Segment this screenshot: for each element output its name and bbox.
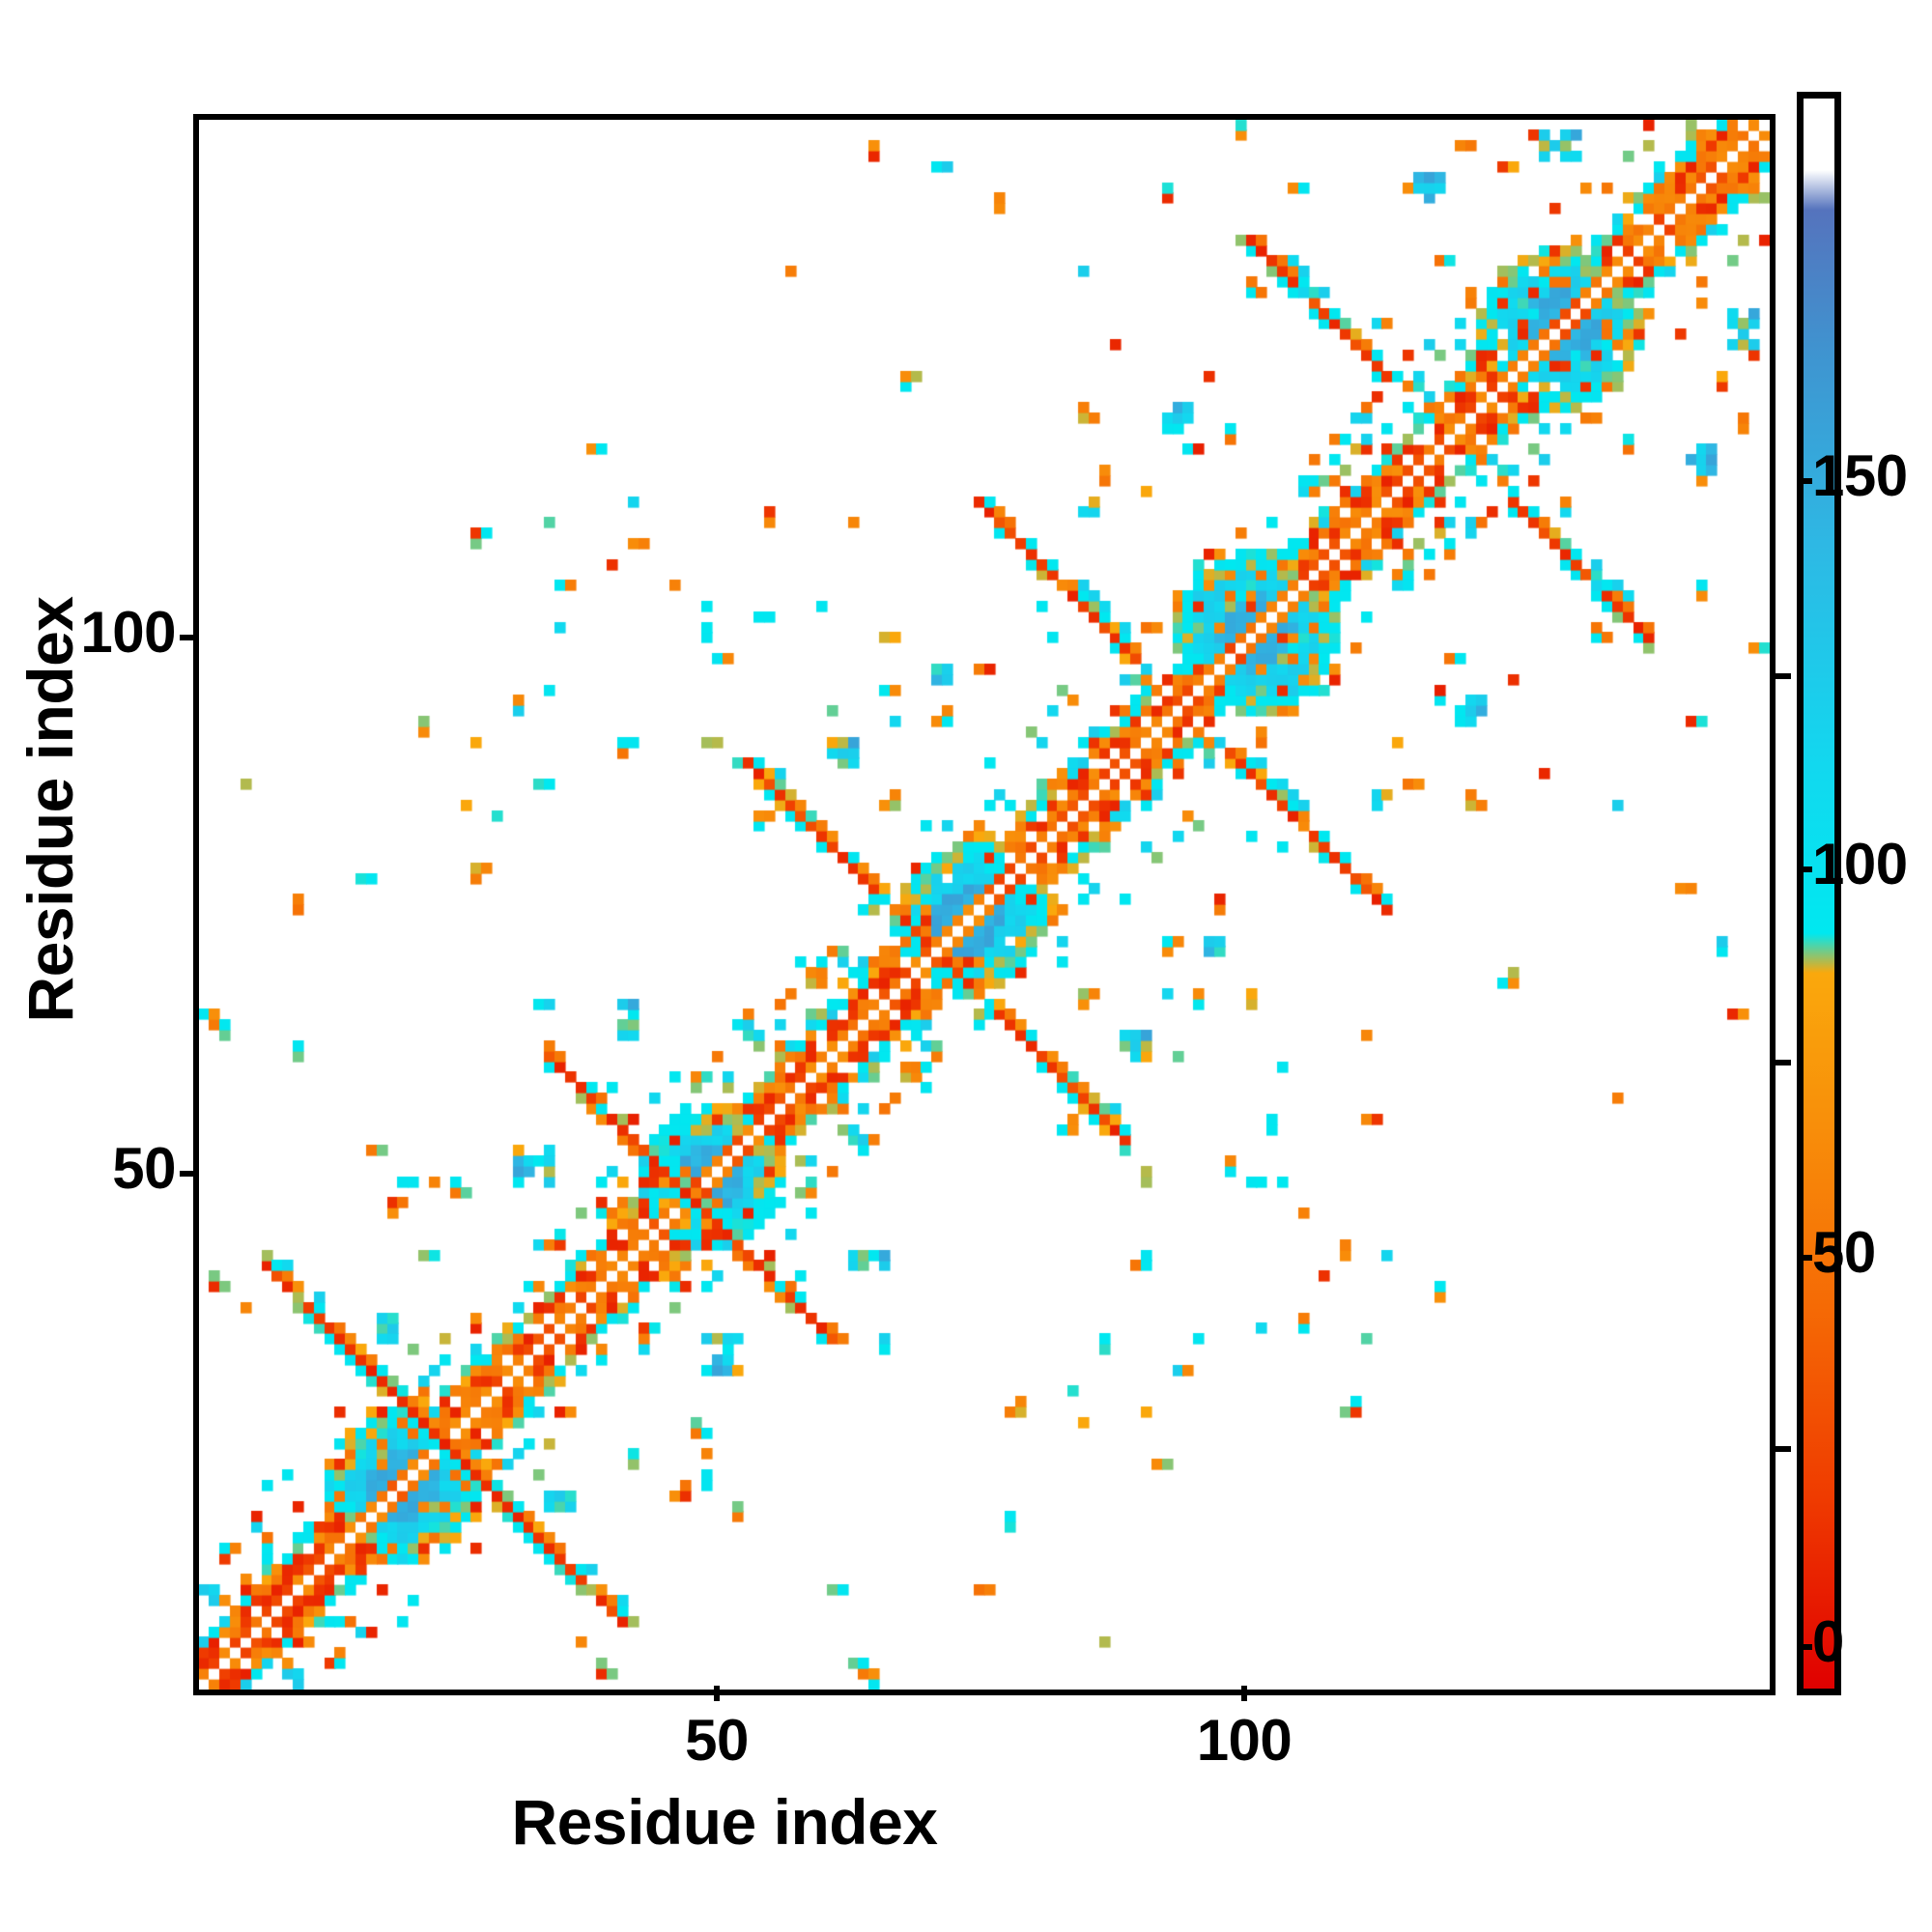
x-tick-mark [1241,1686,1247,1701]
colorbar-tick-label: 50 [1812,1220,1876,1285]
x-tick-label: 100 [1196,1708,1293,1773]
y-axis-title: Residue index [14,596,86,1023]
colorbar-tick-label: 0 [1812,1609,1844,1674]
contact-map-plot-area [193,114,1776,1695]
contact-map-heatmap [199,120,1770,1690]
colorbar-tick-mark [1799,867,1812,872]
x-axis-title: Residue index [511,1786,938,1858]
y-tick-mark [180,1171,195,1177]
colorbar-gradient [1804,99,1834,1689]
colorbar-minor-tick [1774,673,1791,679]
x-tick-mark [714,1686,720,1701]
colorbar-tick-label: 100 [1812,832,1908,896]
colorbar-frame [1797,92,1841,1695]
colorbar-tick-mark [1799,478,1812,484]
y-tick-label: 50 [112,1136,176,1201]
y-tick-mark [180,635,195,640]
colorbar [1797,92,1841,1695]
colorbar-minor-tick [1774,1060,1791,1065]
colorbar-tick-label: 150 [1812,443,1908,508]
y-tick-label: 100 [80,600,176,665]
colorbar-tick-mark [1799,1644,1812,1650]
colorbar-tick-mark [1799,1255,1812,1261]
colorbar-minor-tick [1774,1446,1791,1452]
x-tick-label: 50 [685,1708,749,1773]
